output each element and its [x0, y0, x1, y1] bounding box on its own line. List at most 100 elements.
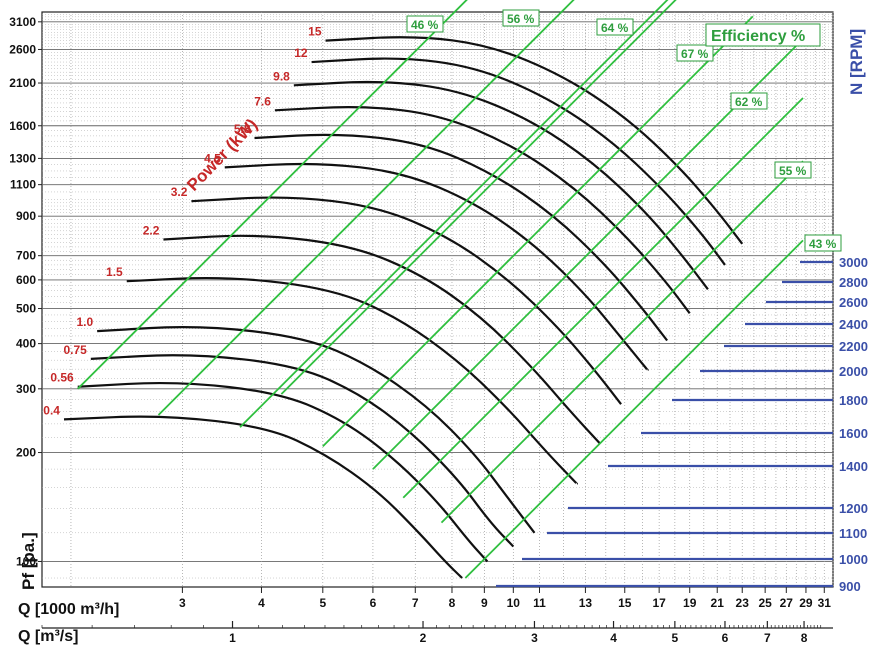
power-label-3: 1.0	[76, 315, 93, 329]
x-tick-label: 27	[780, 596, 794, 610]
x-tick-label: 13	[579, 596, 593, 610]
x-tick-label: 6	[370, 596, 377, 610]
fan-curve-6	[191, 196, 622, 405]
rpm-label-1600: 1600	[839, 426, 868, 441]
rpm-label-1100: 1100	[839, 526, 867, 541]
rpm-label-1800: 1800	[839, 393, 868, 408]
x-tick-label: 5	[319, 596, 326, 610]
power-label-11: 12	[294, 46, 308, 60]
rpm-label-3000: 3000	[839, 255, 868, 270]
fan-curve-4	[126, 276, 578, 485]
rpm-label-2800: 2800	[839, 275, 868, 290]
fan-curve-1	[77, 381, 489, 563]
efficiency-box-3	[676, 44, 714, 62]
fan-curve-0	[63, 415, 463, 579]
x-tick-label: 19	[683, 596, 697, 610]
rpm-label-1200: 1200	[839, 501, 868, 516]
x-tick-label: 25	[758, 596, 772, 610]
x-tick-label: 8	[449, 596, 456, 610]
rpm-label-2600: 2600	[839, 295, 868, 310]
power-label-0: 0.4	[43, 403, 60, 417]
efficiency-box-6	[804, 234, 842, 252]
power-label-4: 1.5	[106, 265, 123, 279]
x-tick-label: 3	[179, 596, 186, 610]
x2-axis-title: Q [m³/s]	[18, 628, 78, 645]
fan-curve-2	[90, 354, 515, 548]
x-tick-label: 7	[412, 596, 419, 610]
x-tick-label: 11	[533, 596, 546, 610]
y-tick-label: 1600	[9, 119, 36, 133]
efficiency-label-1: 56 %	[507, 12, 535, 26]
x-tick-label: 10	[507, 596, 521, 610]
power-label-6: 3.2	[171, 185, 188, 199]
rpm-label-1000: 1000	[839, 552, 868, 567]
efficiency-label-5: 55 %	[779, 164, 807, 178]
rpm-lines: 900 1000 1100 1200 1400 1600 1800 2000 2200 2400 2…	[496, 255, 868, 594]
efficiency-box-0	[406, 15, 444, 33]
x-tick-label: 29	[799, 596, 813, 610]
efficiency-label-4: 62 %	[735, 95, 763, 109]
x2-tick-label: 5	[672, 631, 679, 645]
rpm-label-2400: 2400	[839, 317, 868, 332]
y-tick-label: 200	[16, 446, 36, 460]
fan-curve-3	[97, 326, 536, 534]
efficiency-box-1	[502, 9, 540, 27]
power-label-12: 15	[308, 25, 322, 39]
efficiency-line-3	[280, 0, 677, 395]
fan-curve-7	[224, 162, 649, 371]
efficiency-box-5	[774, 161, 812, 179]
x2-tick-label: 7	[764, 631, 771, 645]
plot-frame	[41, 11, 834, 588]
y-tick-label: 3100	[9, 15, 36, 29]
x-tick-label: 23	[736, 596, 750, 610]
power-label-10: 9.8	[273, 69, 290, 83]
y-tick-label: 600	[16, 273, 36, 287]
efficiency-line-2	[239, 0, 669, 428]
power-label-2: 0.75	[63, 343, 87, 357]
efficiency-line-1	[157, 0, 575, 416]
x-axis-title: Q [1000 m³/h]	[18, 601, 119, 618]
y-tick-label: 400	[16, 337, 36, 351]
y-tick-label: 900	[16, 209, 36, 223]
y-tick-label: 2100	[9, 76, 36, 90]
efficiency-label-2: 64 %	[601, 21, 629, 35]
power-label-9: 7.6	[254, 94, 271, 108]
x-tick-label: 31	[818, 596, 832, 610]
fan-curve-5	[163, 234, 601, 445]
x2-tick-label: 2	[420, 631, 427, 645]
y-axis-title: Pf [pa.]	[19, 532, 38, 590]
y-tick-label: 700	[16, 249, 36, 263]
efficiency-label-3: 67 %	[681, 47, 709, 61]
efficiency-label-0: 46 %	[411, 18, 439, 32]
rpm-axis-title: N [RPM]	[847, 29, 866, 95]
power-label-1: 0.56	[50, 371, 74, 385]
x-tick-label: 17	[652, 596, 666, 610]
x2-tick-label: 6	[722, 631, 729, 645]
y-tick-label: 1300	[9, 151, 36, 165]
x2-tick-label: 1	[229, 631, 236, 645]
fan-curve-11	[311, 57, 726, 266]
rpm-label-1400: 1400	[839, 459, 868, 474]
power-label-5: 2.2	[143, 223, 160, 237]
efficiency-line-8	[464, 239, 804, 579]
rpm-label-900: 900	[839, 579, 861, 594]
x-tick-label: 9	[481, 596, 488, 610]
efficiency-line-6	[402, 97, 804, 499]
efficiency-box-2	[596, 18, 634, 36]
rpm-label-2200: 2200	[839, 339, 868, 354]
y-tick-label: 300	[16, 382, 36, 396]
fan-curve-9	[274, 106, 691, 314]
grid: 1002003004005006007009001100130016002100…	[9, 11, 834, 645]
power-label-8: 5.8	[234, 122, 251, 136]
rpm-label-2000: 2000	[839, 364, 868, 379]
x2-tick-label: 8	[801, 631, 808, 645]
efficiency-line-7	[440, 160, 804, 524]
efficiency-line-5	[372, 38, 804, 470]
efficiency-line-4	[322, 15, 754, 448]
x-tick-label: 15	[618, 596, 632, 610]
power-label-7: 4.5	[204, 151, 221, 165]
y-tick-label: 100	[16, 554, 36, 568]
efficiency-label-6: 43 %	[809, 237, 837, 251]
